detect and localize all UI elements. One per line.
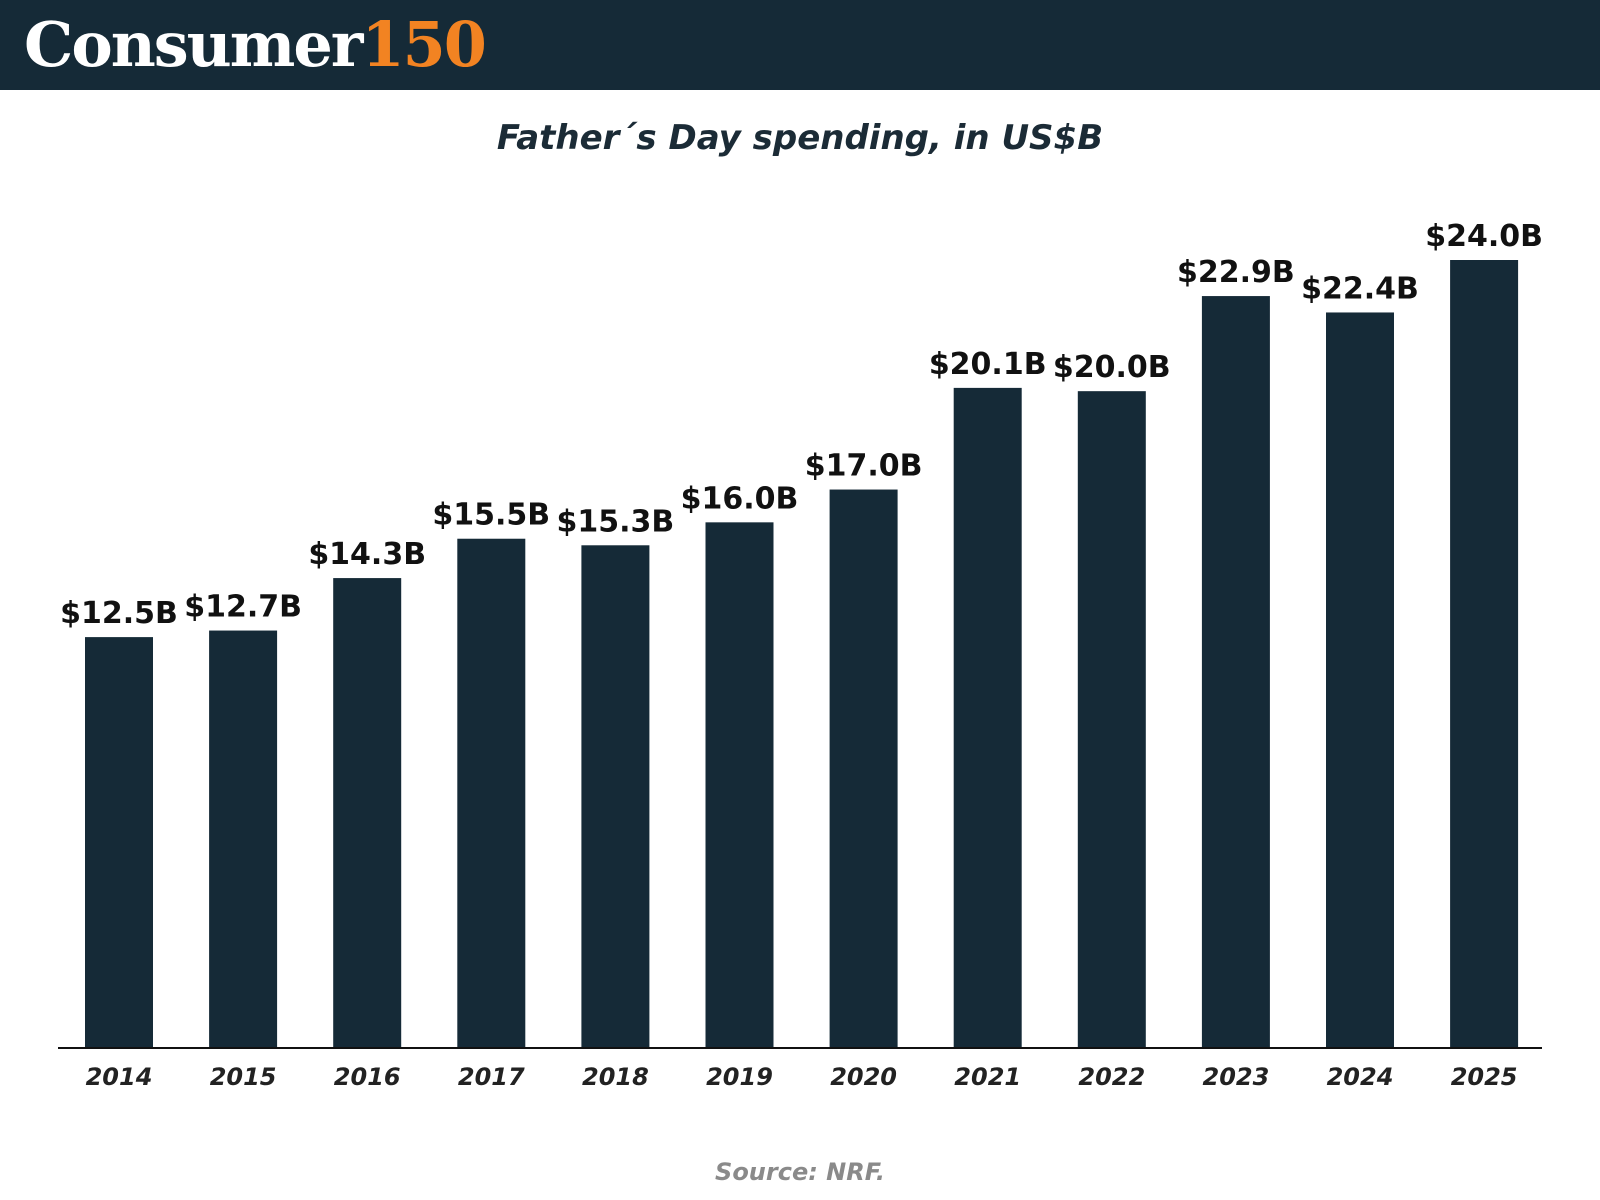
brand-logo: Consumer150 [24,8,487,82]
x-tick-label-2022: 2022 [1078,1063,1145,1091]
data-label-2016: $14.3B [308,537,426,572]
bar-2017 [457,538,526,1047]
data-label-2017: $15.5B [432,498,550,533]
bar-2019 [705,522,774,1047]
x-tick-label-2014: 2014 [86,1063,153,1091]
x-tick-label-2023: 2023 [1203,1063,1270,1091]
header-bar: Consumer150 [0,0,1600,90]
bar-2024 [1326,312,1394,1047]
source-note: Source: NRF. [715,1158,885,1186]
bar-2014 [85,637,153,1047]
data-label-2020: $17.0B [805,449,923,484]
data-label-2025: $24.0B [1425,219,1543,254]
x-tick-label-2016: 2016 [334,1063,401,1091]
x-tick-label-2020: 2020 [830,1063,897,1091]
bar-2022 [1077,391,1146,1048]
x-tick-label-2025: 2025 [1451,1063,1518,1091]
data-label-2023: $22.9B [1177,255,1295,290]
data-label-2019: $16.0B [681,481,799,516]
x-tick-label-2018: 2018 [582,1063,649,1091]
data-label-2014: $12.5B [60,596,178,631]
x-tick-label-2024: 2024 [1327,1063,1394,1091]
x-tick-label-2021: 2021 [954,1063,1021,1091]
bar-2020 [829,489,898,1048]
bar-2018 [581,545,650,1047]
x-tick-label-2017: 2017 [458,1063,525,1091]
bar-2023 [1201,296,1270,1048]
x-tick-label-2019: 2019 [706,1063,773,1091]
data-label-2022: $20.0B [1053,350,1171,385]
bar-2025 [1450,260,1519,1047]
bar-2021 [953,387,1022,1047]
chart-title: Father´s Day spending, in US$B [496,118,1104,158]
data-label-2024: $22.4B [1301,271,1419,306]
x-tick-label-2015: 2015 [210,1063,277,1091]
brand-number: 150 [361,8,486,81]
data-label-2021: $20.1B [929,347,1047,382]
bar-2016 [333,578,402,1047]
brand-name: Consumer [24,8,363,81]
bar-2015 [209,630,278,1047]
data-label-2018: $15.3B [557,504,675,539]
data-label-2015: $12.7B [184,590,302,625]
